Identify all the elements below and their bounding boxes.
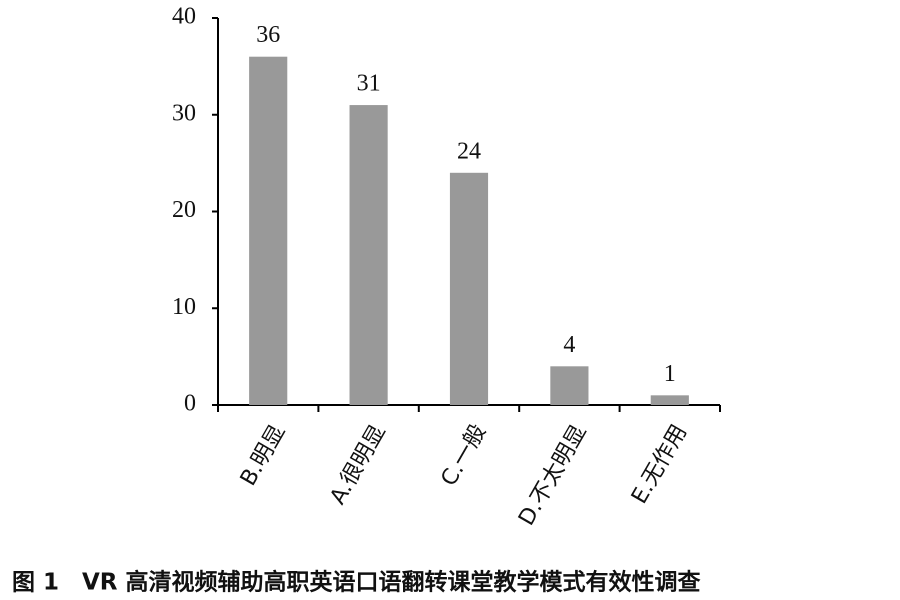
value-label: 24 — [457, 138, 481, 164]
bar — [650, 395, 689, 405]
x-tick-label: D.不太明显 — [514, 421, 592, 530]
x-tick-label: E.无作用 — [627, 421, 692, 509]
chart-title: 图 1 VR 高清视频辅助高职英语口语翻转课堂教学模式有效性调查 — [12, 569, 701, 596]
y-tick-label: 20 — [172, 197, 196, 223]
bar — [249, 56, 288, 405]
y-tick-label: 10 — [172, 294, 196, 320]
x-tick-label: C.一般 — [437, 421, 492, 491]
bar — [349, 105, 388, 405]
value-label: 4 — [563, 332, 575, 358]
x-tick-label: A.很明显 — [326, 421, 391, 509]
x-tick-label: B.明显 — [236, 421, 291, 491]
value-label: 1 — [664, 361, 676, 387]
bar — [449, 172, 489, 405]
value-label: 36 — [256, 22, 280, 48]
y-tick-label: 0 — [184, 391, 196, 417]
y-tick-label: 30 — [172, 100, 196, 126]
y-tick-label: 40 — [172, 4, 196, 30]
value-label: 31 — [357, 71, 381, 97]
bar — [550, 366, 589, 405]
